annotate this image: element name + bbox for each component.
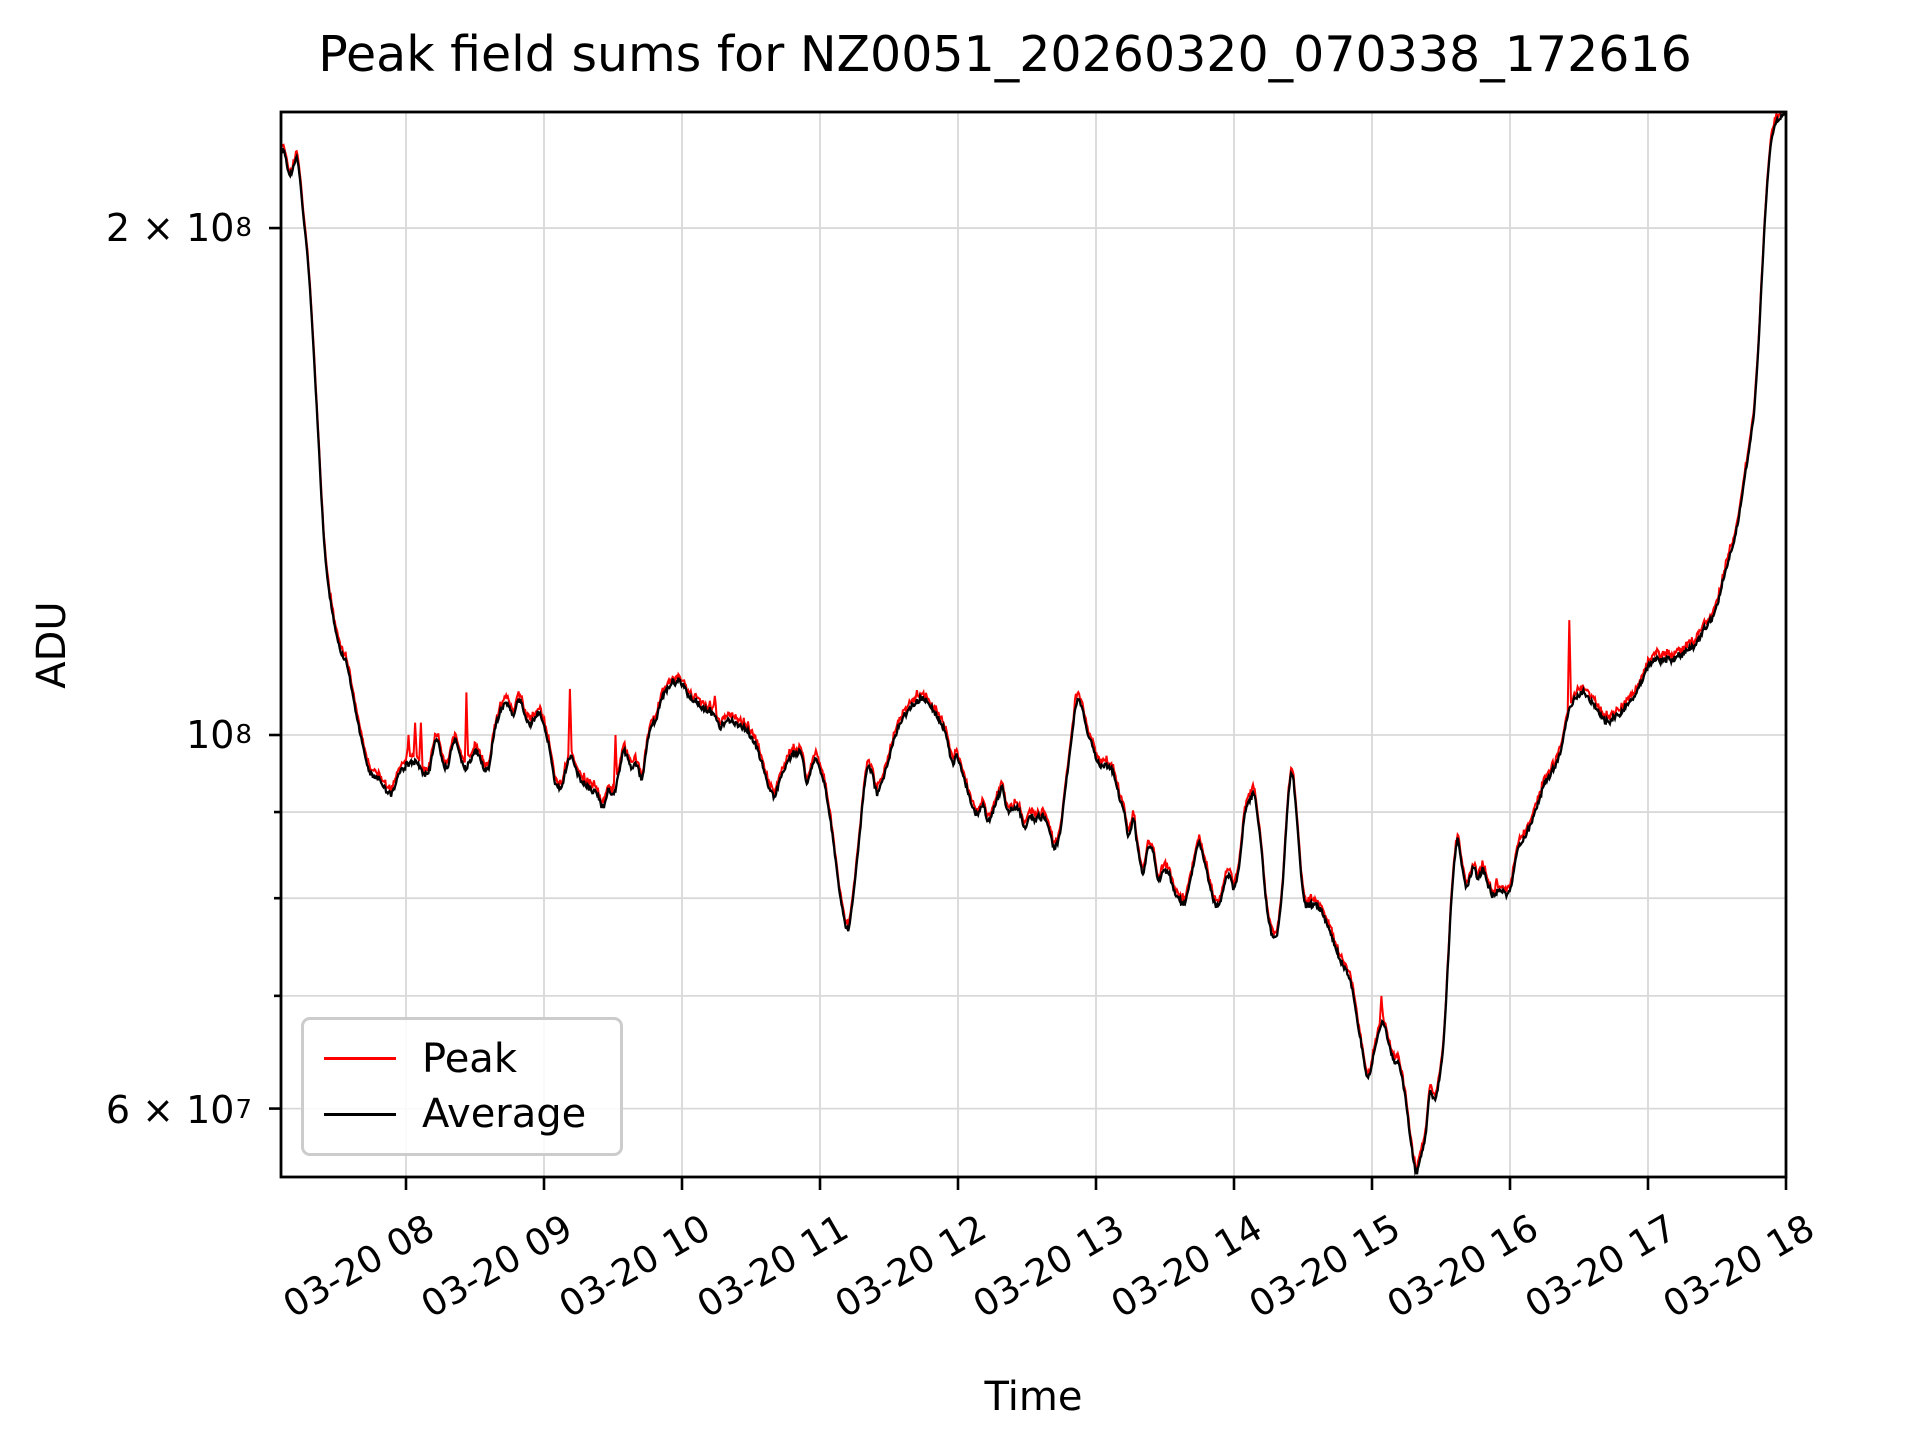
average-line	[281, 112, 1786, 1177]
data-series	[281, 112, 1786, 1177]
average-line-swatch	[324, 1112, 396, 1116]
legend: Peak Average	[301, 1017, 623, 1156]
plot-border	[279, 110, 1788, 1179]
legend-label-average: Average	[422, 1091, 587, 1138]
tick-marks	[269, 226, 1788, 1190]
legend-entry-average: Average	[304, 1091, 620, 1137]
legend-entry-peak: Peak	[304, 1036, 620, 1082]
legend-label-peak: Peak	[422, 1035, 517, 1082]
peak-line-swatch	[324, 1057, 396, 1061]
